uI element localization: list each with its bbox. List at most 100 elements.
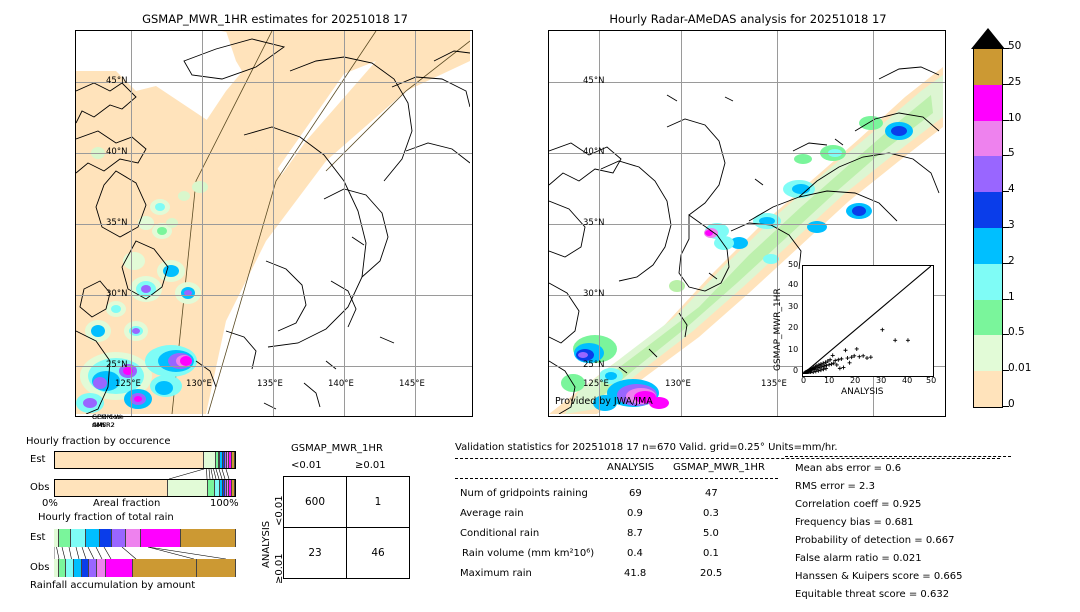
colorbar-tick-10: 10: [1008, 111, 1022, 124]
amount-xlabel: Rainfall accumulation by amount: [30, 580, 196, 591]
occurrence-bar-est[interactable]: [54, 451, 236, 469]
validation-row-gsmap-3: 0.1: [703, 548, 719, 559]
amount-obs-segment-0: [54, 559, 60, 577]
scatter-inset[interactable]: 0 10 20 30 40 50 0 10 20 30 40 50 ANALYS…: [773, 260, 936, 397]
scatter-point-53: [893, 338, 898, 343]
score-probability-of-detection: Probability of detection = 0.667: [795, 535, 955, 546]
scatter-point-27: [822, 364, 827, 369]
validation-divider-top: [455, 458, 1000, 459]
scatter-point-32: [828, 357, 833, 362]
scatter-point-30: [825, 359, 830, 364]
amount-est-segment-1: [58, 529, 71, 547]
scatter-point-45: [849, 355, 854, 360]
colorbar-tick-0: 0: [1008, 398, 1015, 410]
occurrence-obs-segment-9: [231, 480, 235, 496]
occurrence-chart: Hourly fraction by occurence Est Obs 0% …: [20, 436, 245, 509]
left-panel-title: GSMAP_MWR_1HR estimates for 20251018 17: [142, 12, 408, 26]
colorbar-tick-50: 50: [1008, 40, 1022, 52]
amount-est-segment-7: [141, 529, 181, 547]
sensor-label-gmi: GMI: [92, 421, 105, 429]
scatter-point-39: [837, 366, 842, 371]
sensor-label-gpmcore: GPM Core: [92, 413, 124, 421]
occurrence-row-label-obs: Obs: [30, 482, 50, 493]
radar-map-svg: [549, 31, 943, 414]
sensor-label-gcomw: GCOM-W: [92, 413, 121, 421]
scatter-point-22: [816, 362, 821, 367]
scatter-xtick-20: 20: [850, 376, 861, 385]
amount-obs-segment-3: [74, 559, 82, 577]
occurrence-xmin-label: 0%: [42, 498, 58, 509]
colorbar-segment-7: [974, 299, 1002, 336]
table-row: 23 46: [283, 527, 410, 579]
colorbar-tick-0.5: 0.5: [1008, 326, 1025, 339]
scatter-point-26: [821, 361, 826, 366]
contingency-table-wrap: GSMAP_MWR_1HR <0.01 ≥0.01 ANALYSIS <0.01…: [255, 440, 425, 590]
colorbar-segment-1: [974, 84, 1002, 121]
colorbar-tick-5: 5: [1008, 147, 1015, 160]
validation-col-header-analysis: ANALYSIS: [607, 462, 655, 473]
colorbar-tickmark: [1003, 191, 1009, 193]
occurrence-est-segment-1: [203, 452, 217, 468]
cell-hit-1-1: 46: [346, 527, 410, 579]
scatter-point-52: [880, 327, 885, 332]
scatter-point-41: [841, 365, 846, 370]
scatter-xtick-50: 50: [926, 376, 937, 385]
occurrence-obs-segment-8: [229, 480, 232, 496]
amount-obs-segment-5: [89, 559, 97, 577]
validation-row-analysis-4: 41.8: [624, 568, 647, 579]
colorbar-tickmark: [1003, 298, 1009, 300]
scatter-point-44: [847, 360, 852, 365]
validation-divider-mid: [455, 478, 778, 479]
scatter-point-61: [821, 367, 826, 372]
gsmap-estimates-map[interactable]: 45°N 40°N 35°N 30°N 25°N 125°E 130°E 135…: [75, 30, 473, 417]
scatter-point-35: [831, 361, 836, 366]
colorbar-segment-2: [974, 120, 1002, 157]
scatter-point-24: [818, 362, 823, 367]
scatter-point-62: [824, 366, 829, 371]
score-false-alarm-ratio: False alarm ratio = 0.021: [795, 553, 922, 564]
contingency-title: GSMAP_MWR_1HR: [291, 443, 383, 454]
colorbar-tick-0.01: 0.01: [1008, 362, 1032, 375]
validation-row-gsmap-1: 0.3: [703, 508, 719, 519]
scatter-point-23: [817, 365, 822, 370]
table-row: 600 1: [283, 476, 410, 528]
right-lat-label-40n: 40°N: [583, 147, 605, 157]
scatter-xlabel: ANALYSIS: [841, 387, 884, 397]
colorbar-tick-25: 25: [1008, 75, 1022, 88]
scatter-point-20: [814, 363, 819, 368]
left-lat-label-40n: 40°N: [106, 147, 128, 157]
scatter-point-40: [839, 356, 844, 361]
right-lat-label-25n: 25°N: [583, 360, 605, 370]
occurrence-bar-obs[interactable]: [54, 479, 236, 497]
amount-bar-obs[interactable]: [54, 559, 236, 577]
occurrence-est-segment-9: [231, 452, 235, 468]
colorbar-tick-3: 3: [1008, 219, 1015, 231]
validation-row-gsmap-4: 20.5: [700, 568, 723, 579]
occurrence-xlabel: Areal fraction: [93, 498, 161, 509]
amount-est-segment-3: [86, 529, 101, 547]
amount-obs-segment-2: [65, 559, 75, 577]
occurrence-xmax-label: 100%: [210, 498, 239, 509]
amount-est-segment-6: [125, 529, 142, 547]
scatter-point-31: [827, 362, 832, 367]
scatter-point-47: [854, 346, 859, 351]
scatter-point-34: [830, 353, 835, 358]
contingency-table[interactable]: 600 1 23 46: [283, 476, 410, 579]
occurrence-est-segment-7: [226, 452, 230, 468]
score-equitable-threat: Equitable threat score = 0.632: [795, 589, 950, 600]
scatter-point-37: [834, 362, 839, 367]
amount-bar-est[interactable]: [54, 529, 236, 547]
colorbar-tick-2: 2: [1008, 254, 1015, 267]
amount-row-label-obs: Obs: [30, 562, 50, 573]
occurrence-row-label-est: Est: [30, 454, 46, 465]
right-lat-label-35n: 35°N: [583, 218, 605, 228]
validation-row-analysis-1: 0.9: [627, 508, 643, 519]
validation-row-label-4: Maximum rain: [460, 568, 532, 579]
colorbar-tick-1: 1: [1008, 290, 1015, 303]
radar-amedas-map[interactable]: 45°N 40°N 35°N 30°N 25°N 125°E 130°E 135…: [548, 30, 946, 417]
amount-est-segment-4: [100, 529, 113, 547]
validation-row-gsmap-0: 47: [705, 488, 718, 499]
colorbar[interactable]: [973, 48, 1003, 408]
amount-obs-segment-8: [132, 559, 198, 577]
colorbar-segment-8: [974, 335, 1002, 372]
